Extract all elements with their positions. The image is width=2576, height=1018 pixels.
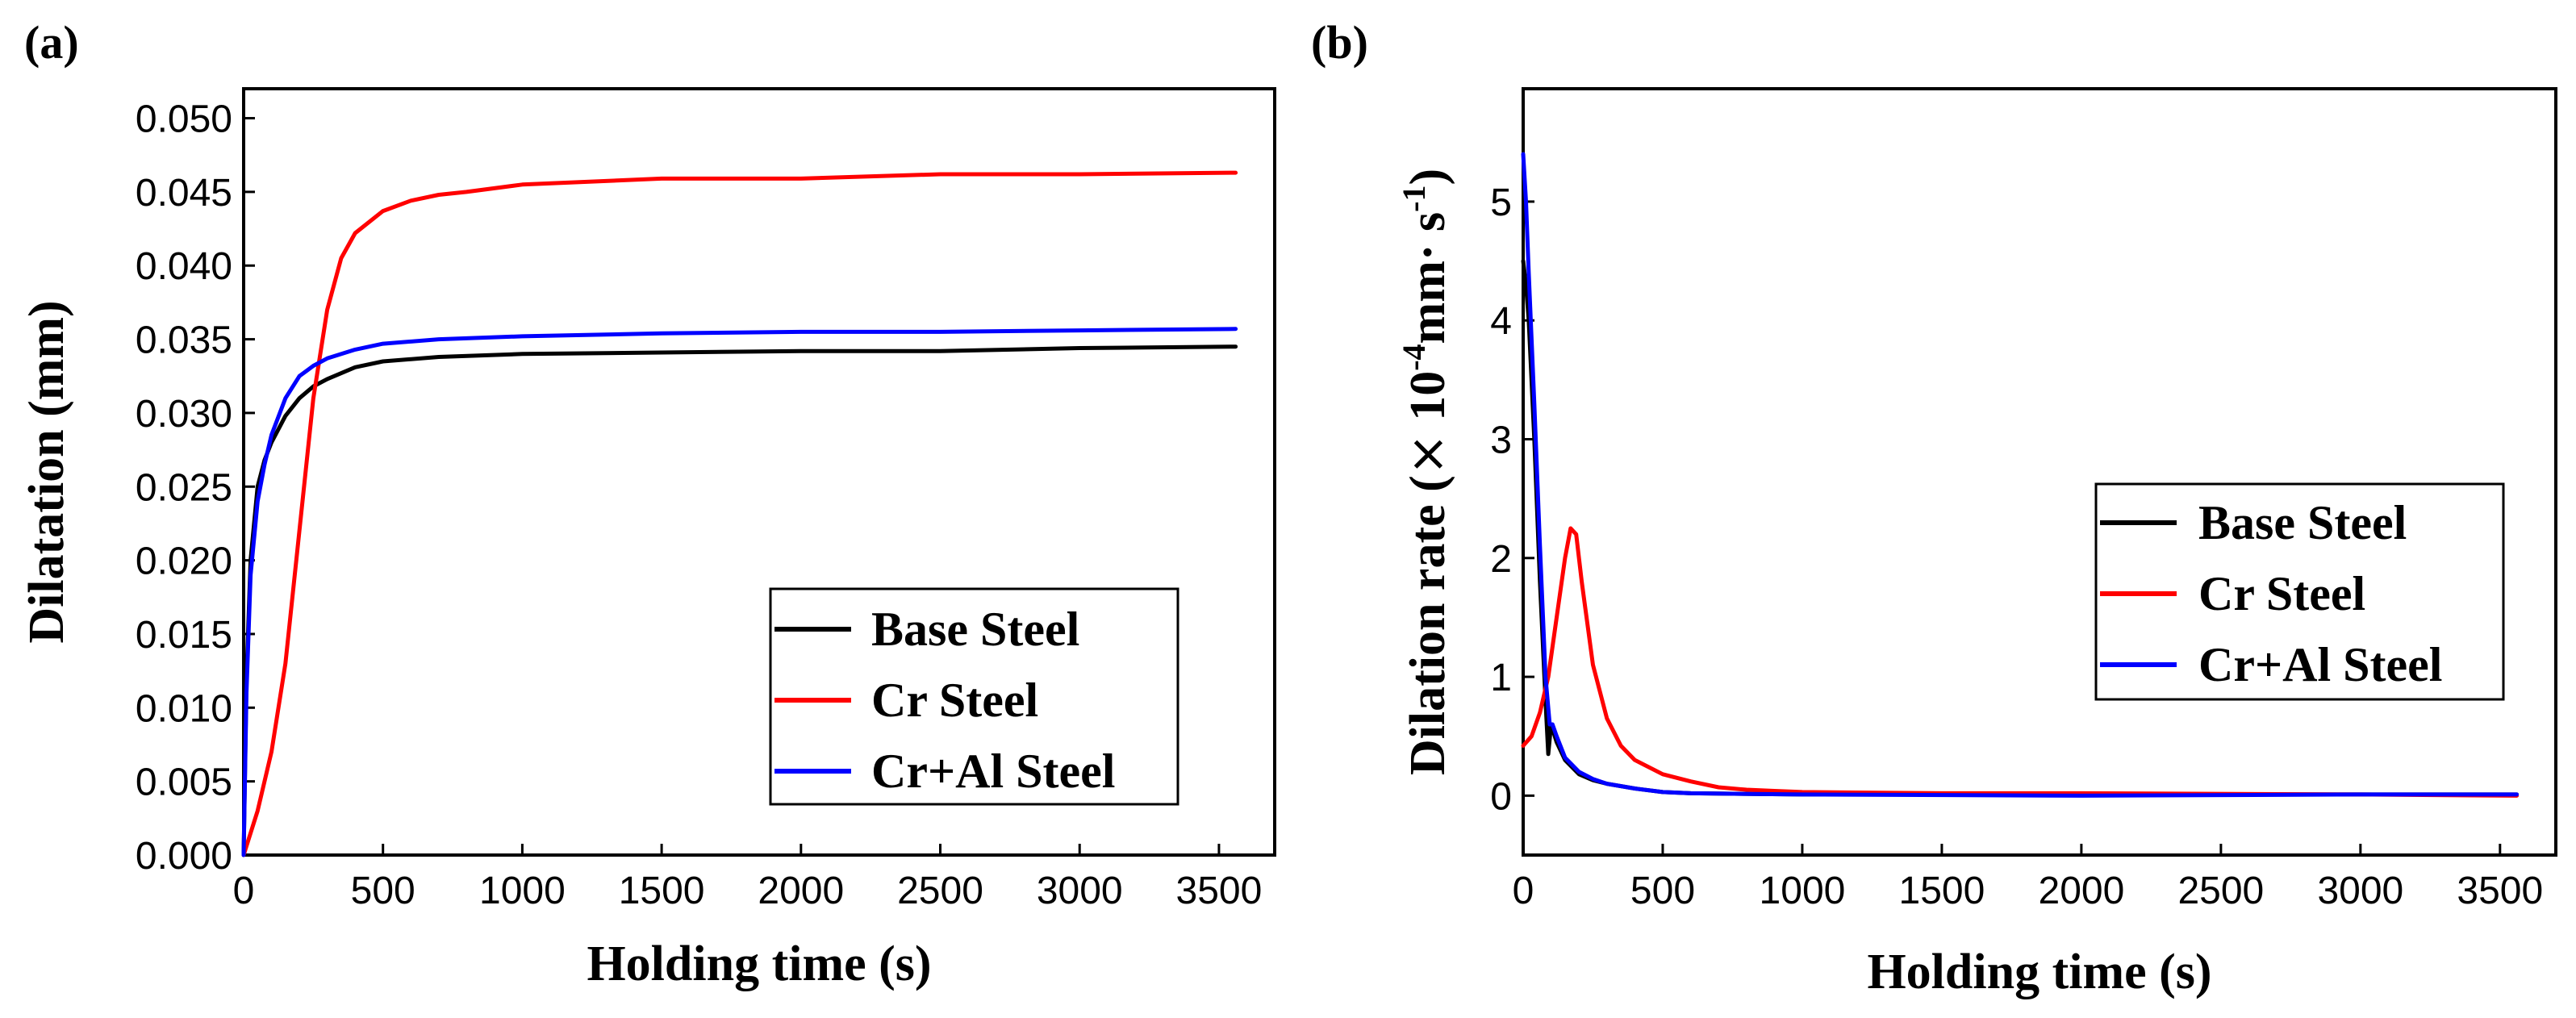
- y-axis-label-b: Dilation rate (× 10-4mm· s-1): [1396, 169, 1456, 775]
- series-line-base-steel-a: [241, 344, 1238, 857]
- axis-ticks-b: 0 500 1000 1500 2000 2500 3000 3500 0 1 2 3 4 5: [1490, 181, 2543, 912]
- y-tick-label-a: 0.010: [136, 687, 232, 730]
- x-tick-label-a: 1500: [619, 870, 705, 912]
- series-line-cr-al-steel-a: [241, 327, 1238, 857]
- x-axis-label-a: Holding time (s): [587, 937, 931, 991]
- legend-box-a: [769, 587, 1179, 806]
- x-tick-label-b: 3000: [2317, 870, 2403, 912]
- y-tick-label-b: 0: [1490, 775, 1512, 818]
- series-line-cr-steel-a: [241, 170, 1238, 857]
- legend-label-cr-steel: Cr Steel: [871, 674, 1038, 727]
- y-tick-label-b: 4: [1490, 300, 1512, 343]
- x-tick-label-b: 2000: [2039, 870, 2125, 912]
- y-tick-label-a: 0.015: [136, 614, 232, 657]
- x-tick-label-a: 3000: [1037, 870, 1123, 912]
- plot-frame-b: [1522, 87, 2557, 857]
- x-tick-label-a: 3500: [1176, 870, 1263, 912]
- x-tick-label-a: 1000: [479, 870, 566, 912]
- y-tick-label-a: 0.025: [136, 466, 232, 509]
- series-line-cr-al-steel-b: [1521, 152, 2520, 798]
- x-tick-label-b: 1000: [1760, 870, 1846, 912]
- legend-a: Base Steel Cr Steel Cr+Al Steel: [769, 587, 1179, 806]
- x-axis-label-b: Holding time (s): [1867, 945, 2211, 999]
- legend-label-base-steel: Base Steel: [871, 603, 1079, 656]
- legend-label-cr-al-steel: Cr+Al Steel: [871, 745, 1115, 798]
- x-tick-label-b: 500: [1630, 870, 1695, 912]
- x-tick-label-b: 1500: [1899, 870, 1985, 912]
- y-axis-label-a: Dilatation (mm): [19, 300, 74, 643]
- y-tick-label-a: 0.030: [136, 393, 232, 436]
- legend-label-cr-steel-b: Cr Steel: [2198, 567, 2365, 620]
- x-tick-label-b: 0: [1513, 870, 1534, 912]
- x-tick-label-a: 0: [233, 870, 255, 912]
- y-tick-label-b: 5: [1490, 181, 1512, 224]
- y-tick-label-a: 0.050: [136, 98, 232, 141]
- chart-panel-a: (a) 0 500 1000 1500 2000 2500 3000 3500 0.000 0.0…: [19, 16, 1276, 991]
- y-tick-label-a: 0.035: [136, 319, 232, 362]
- y-tick-label-b: 3: [1490, 419, 1512, 461]
- series-line-cr-steel-b: [1521, 526, 2520, 798]
- legend-b: Base Steel Cr Steel Cr+Al Steel: [2094, 482, 2505, 701]
- x-tick-label-a: 2500: [897, 870, 983, 912]
- series-lines-b: [1521, 152, 2520, 798]
- chart-panel-b: (b) 0 500 1000 1500 2000 2500 3000 3500 0 1 2 3 4 5 H…: [1311, 16, 2557, 999]
- y-tick-label-a: 0.045: [136, 172, 232, 215]
- y-tick-label-a: 0.005: [136, 761, 232, 804]
- panel-label-b: (b): [1311, 16, 1368, 69]
- panel-label-a: (a): [24, 16, 79, 69]
- x-tick-label-b: 2500: [2177, 870, 2264, 912]
- x-tick-label-a: 2000: [758, 870, 844, 912]
- y-tick-label-b: 1: [1490, 657, 1512, 699]
- legend-label-base-steel-b: Base Steel: [2198, 496, 2407, 549]
- y-tick-label-a: 0.020: [136, 540, 232, 583]
- series-lines-a: [241, 170, 1238, 857]
- x-tick-label-b: 3500: [2457, 870, 2543, 912]
- y-tick-label-a: 0.000: [136, 835, 232, 878]
- y-tick-label-b: 2: [1490, 538, 1512, 581]
- axis-ticks-a: 0 500 1000 1500 2000 2500 3000 3500 0.000 0.005 0.…: [136, 98, 1262, 912]
- plot-frame-a: [242, 87, 1276, 857]
- x-tick-label-a: 500: [351, 870, 415, 912]
- y-tick-label-a: 0.040: [136, 245, 232, 288]
- legend-label-cr-al-steel-b: Cr+Al Steel: [2198, 638, 2442, 691]
